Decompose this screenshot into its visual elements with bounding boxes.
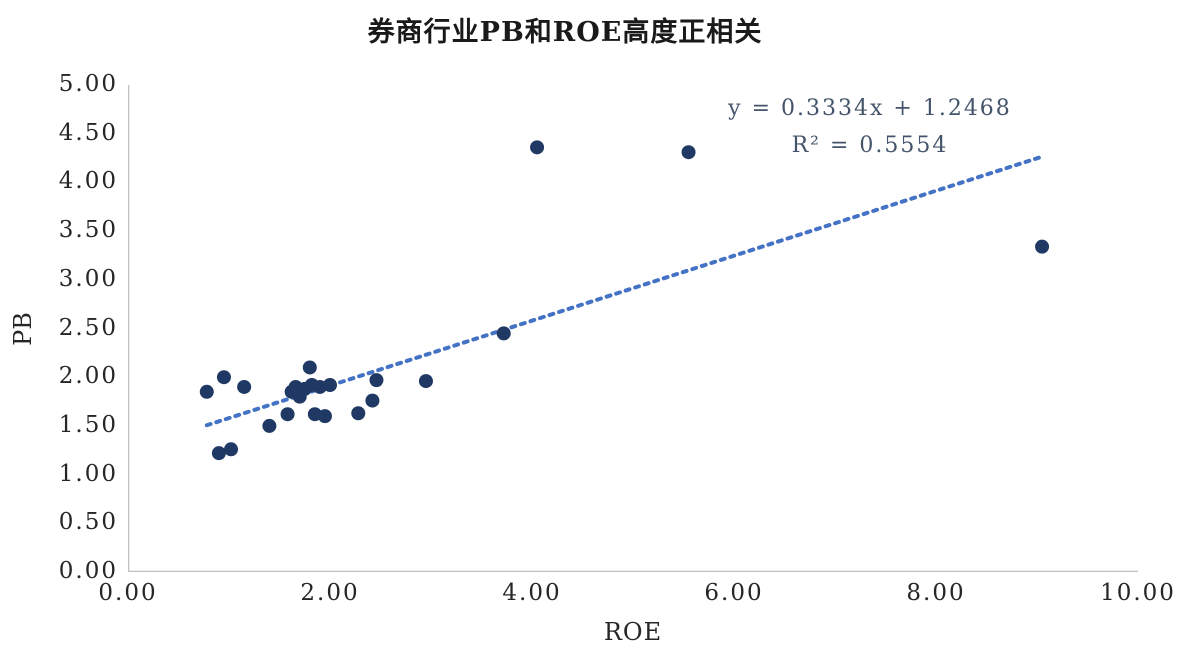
x-tick-label: 0.00	[98, 580, 158, 606]
trendline-annotation: y = 0.3334x + 1.2468 R² = 0.5554	[705, 90, 1035, 164]
y-tick-label: 2.50	[58, 314, 118, 341]
scatter-point	[317, 409, 332, 424]
trendline-equation: y = 0.3334x + 1.2468	[728, 96, 1012, 121]
scatter-point	[216, 370, 231, 385]
y-tick-label: 0.00	[58, 558, 118, 584]
scatter-point	[280, 407, 295, 422]
y-tick-label: 3.00	[58, 265, 118, 292]
y-tick-label: 4.00	[58, 168, 118, 195]
x-tick-label: 10.00	[1100, 580, 1176, 606]
scatter-point	[365, 393, 380, 408]
y-tick-label: 5.00	[58, 71, 118, 97]
y-tick-label: 3.50	[58, 217, 118, 244]
y-tick-label: 2.00	[58, 363, 118, 390]
r-squared-value: R² = 0.5554	[791, 133, 949, 158]
x-tick-label: 4.00	[502, 580, 562, 606]
trend-line	[204, 154, 1045, 428]
scatter-point	[418, 374, 433, 389]
x-tick-label: 2.00	[300, 580, 360, 606]
scatter-point	[369, 373, 384, 388]
x-tick-label: 6.00	[704, 580, 764, 606]
scatter-point	[262, 418, 277, 433]
scatter-point	[237, 379, 252, 394]
plot-area	[128, 85, 1138, 572]
y-tick-label: 4.50	[58, 119, 118, 146]
scatter-point	[530, 140, 545, 155]
scatter-point	[211, 446, 226, 461]
scatter-point	[323, 377, 337, 392]
chart-title: 券商行业PB和ROE高度正相关	[367, 17, 763, 48]
x-axis-title: ROE	[603, 618, 663, 646]
scatter-point	[496, 326, 511, 341]
scatter-point	[351, 406, 366, 421]
scatter-point	[302, 360, 317, 375]
x-tick-label: 8.00	[906, 580, 966, 606]
scatter-point	[199, 384, 214, 399]
y-tick-label: 1.00	[58, 460, 118, 487]
y-tick-label: 1.50	[58, 411, 118, 438]
scatter-point	[681, 145, 696, 160]
y-tick-label: 0.50	[58, 509, 118, 536]
scatter-point	[224, 442, 239, 457]
scatter-point	[1035, 239, 1050, 254]
